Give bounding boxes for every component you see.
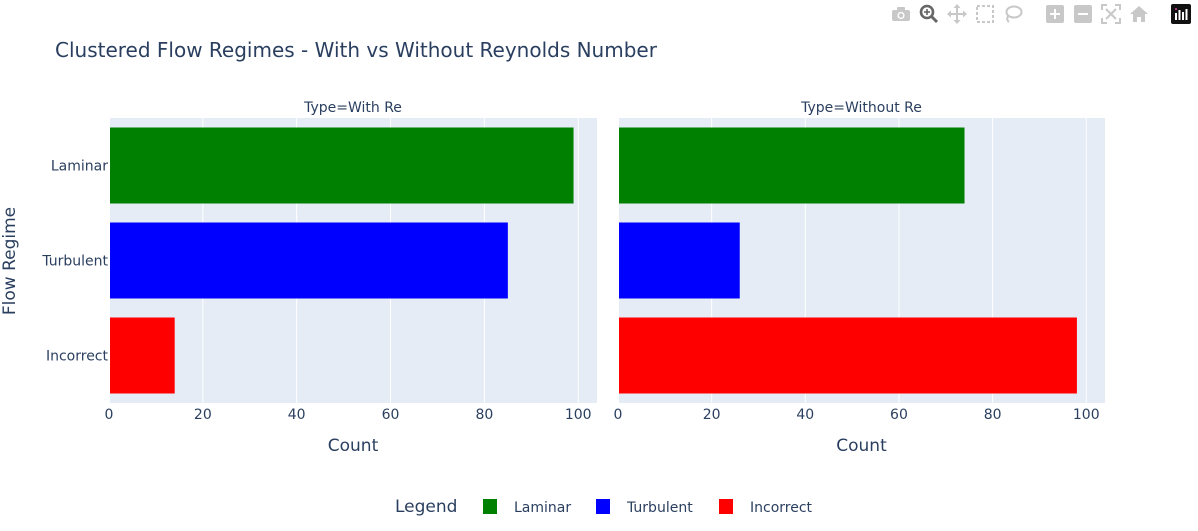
bar-laminar[interactable] xyxy=(618,127,965,204)
legend[interactable]: Legend Laminar Turbulent Incorrect xyxy=(395,497,813,517)
legend-label: Turbulent xyxy=(626,500,693,516)
panels: Type=With Re 0 20 40 60 80 100 Count Laminar Turb… xyxy=(41,100,1105,456)
x-axis-title: Count xyxy=(836,436,887,456)
x-tick-label: 0 xyxy=(614,407,623,423)
box-select-icon[interactable] xyxy=(974,3,996,25)
x-tick-label: 100 xyxy=(1073,407,1100,423)
panel-2: Type=Without Re 0 20 40 60 80 100 Count xyxy=(614,100,1105,456)
bar-incorrect[interactable] xyxy=(109,317,175,394)
x-tick-label: 60 xyxy=(382,407,400,423)
reset-axes-icon[interactable] xyxy=(1128,3,1150,25)
legend-item-laminar[interactable]: Laminar xyxy=(483,499,571,516)
legend-label: Laminar xyxy=(514,500,571,516)
x-tick-label: 80 xyxy=(475,407,493,423)
pan-icon[interactable] xyxy=(946,3,968,25)
bar-turbulent[interactable] xyxy=(618,222,740,299)
legend-item-incorrect[interactable]: Incorrect xyxy=(719,499,813,516)
x-axis-title: Count xyxy=(328,436,379,456)
zoom-out-icon[interactable] xyxy=(1072,3,1094,25)
y-tick-label: Incorrect xyxy=(46,349,109,365)
modebar xyxy=(884,3,1192,25)
autoscale-icon[interactable] xyxy=(1100,3,1122,25)
legend-swatch xyxy=(596,499,610,514)
chart-title: Clustered Flow Regimes - With vs Without… xyxy=(55,38,658,62)
x-tick-label: 20 xyxy=(703,407,721,423)
x-tick-label: 60 xyxy=(890,407,908,423)
panel-title: Type=Without Re xyxy=(800,100,922,116)
zoom-in-icon[interactable] xyxy=(1044,3,1066,25)
bar-laminar[interactable] xyxy=(109,127,574,204)
x-tick-label: 0 xyxy=(105,407,114,423)
camera-icon[interactable] xyxy=(890,3,912,25)
y-axis-title: Flow Regime xyxy=(0,207,20,315)
lasso-select-icon[interactable] xyxy=(1002,3,1024,25)
x-tick-label: 80 xyxy=(984,407,1002,423)
bar-turbulent[interactable] xyxy=(109,222,508,299)
plotly-logo-icon[interactable] xyxy=(1170,3,1192,25)
legend-label: Incorrect xyxy=(750,500,813,516)
x-tick-label: 20 xyxy=(194,407,212,423)
zoom-icon[interactable] xyxy=(918,3,940,25)
bar-incorrect[interactable] xyxy=(618,317,1077,394)
legend-item-turbulent[interactable]: Turbulent xyxy=(596,499,693,516)
panel-title: Type=With Re xyxy=(303,100,402,116)
x-tick-label: 100 xyxy=(565,407,592,423)
x-tick-label: 40 xyxy=(796,407,814,423)
legend-swatch xyxy=(483,499,497,514)
legend-title: Legend xyxy=(395,497,457,517)
panel-1: Type=With Re 0 20 40 60 80 100 Count Laminar Turb… xyxy=(41,100,597,456)
x-tick-label: 40 xyxy=(288,407,306,423)
y-tick-label: Laminar xyxy=(51,159,108,175)
y-tick-label: Turbulent xyxy=(41,254,108,270)
legend-swatch xyxy=(719,499,733,514)
